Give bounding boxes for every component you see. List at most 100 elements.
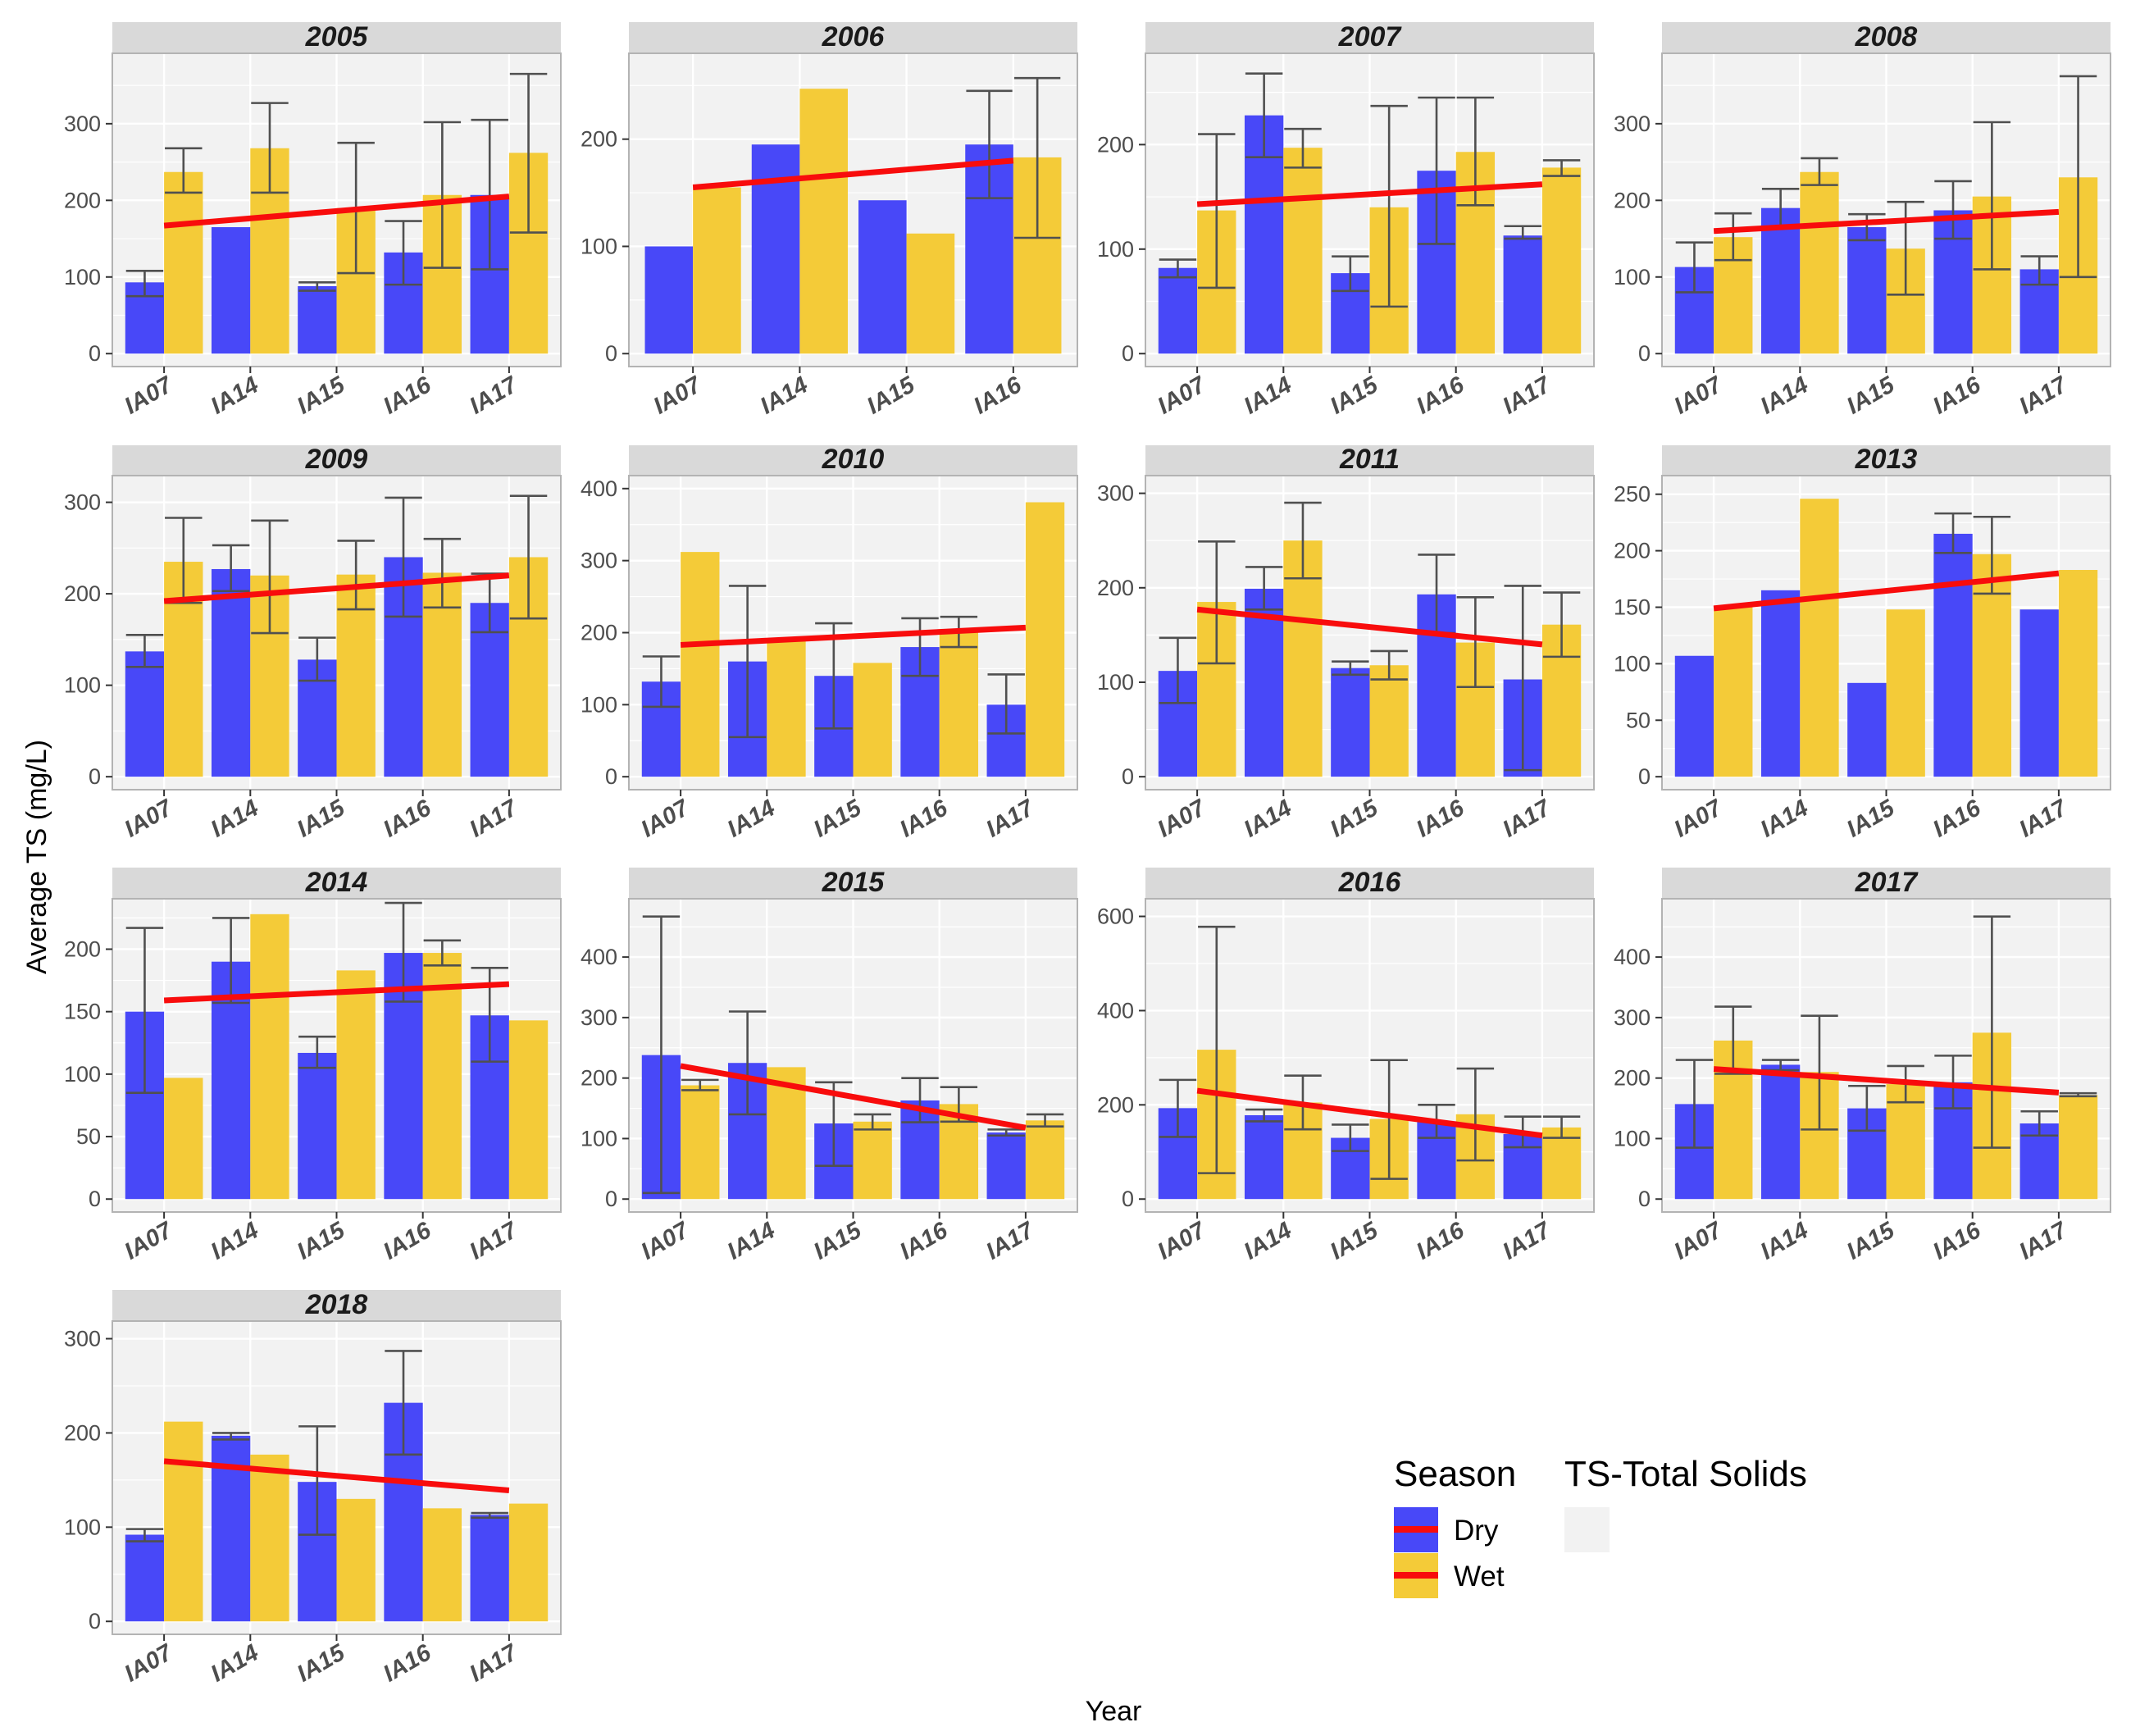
panel-2017-errorbar-dry-ia07 — [1675, 1059, 1714, 1149]
panel-2005-xtick-label-ia07: IA07 — [121, 371, 179, 419]
panel-2016-errorbar-dry-ia14 — [1245, 1108, 1283, 1123]
panel-2015-xtick-label-ia14: IA14 — [723, 1217, 780, 1264]
panel-2011: 2011 0 100 200 300 IA07 IA14 IA15 IA16 IA17 — [1097, 444, 1595, 843]
panel-2011-bar-wet-ia15 — [1369, 665, 1409, 777]
panel-2017-xtick-label-ia17: IA17 — [2015, 1216, 2073, 1264]
panel-2007-trend-line — [1196, 181, 1543, 207]
panel-2017-errorbar-wet-ia16 — [1973, 915, 2011, 1149]
panel-2010-bar-wet-ia15 — [853, 663, 892, 777]
panel-2015-bar-dry-ia17 — [986, 1132, 1026, 1200]
panel-2005-ytick-label: 100 — [64, 265, 101, 289]
panel-2017-errorbar-dry-ia17 — [2020, 1109, 2058, 1137]
legend-label-wet: Wet — [1454, 1561, 1505, 1592]
panel-2005-strip — [112, 22, 561, 53]
panel-2007-xtick-label-ia16: IA16 — [1412, 371, 1469, 420]
panel-2008-ytick-label: 100 — [1614, 265, 1651, 289]
panel-2018-bar-wet-ia16 — [422, 1508, 462, 1622]
panel-2018: 2018 0 100 200 300 IA07 IA14 IA15 IA16 IA17 — [64, 1289, 562, 1688]
panel-2010-ytick-label: 400 — [581, 476, 617, 501]
panel-2013-ytick-label: 150 — [1614, 595, 1651, 619]
panel-2009-ytick-label: 300 — [64, 490, 101, 515]
panel-2006-bar-wet-ia14 — [799, 89, 848, 354]
panel-2010-bar-wet-ia16 — [939, 632, 979, 777]
panel-2006-ytick-label: 100 — [581, 234, 617, 258]
panel-2014-errorbar-dry-ia16 — [385, 901, 422, 1003]
panel-2007-strip — [1145, 22, 1594, 53]
panel-2011-bar-wet-ia14 — [1283, 540, 1323, 777]
panel-2013-bar-dry-ia16 — [1933, 533, 1973, 777]
panel-2013-xtick-label-ia17: IA17 — [2015, 794, 2073, 842]
panel-2005-bar-dry-ia15 — [298, 285, 337, 354]
panel-2011-ytick-label: 200 — [1097, 576, 1134, 600]
panel-2016-bar-wet-ia17 — [1541, 1127, 1582, 1200]
panel-2016-xtick-label-ia17: IA17 — [1498, 1216, 1556, 1264]
panel-2013-bar-wet-ia17 — [2058, 570, 2098, 777]
panel-2007-ytick-label: 100 — [1097, 237, 1134, 262]
panel-2010-ytick-label: 0 — [605, 764, 617, 789]
panel-2005-trend-line — [163, 194, 510, 229]
panel-2013-strip — [1662, 445, 2111, 476]
panel-2011-errorbar-dry-ia17 — [1504, 585, 1541, 772]
panel-2015-errorbar-dry-ia16 — [901, 1077, 939, 1123]
panel-2016-errorbar-wet-ia07 — [1198, 925, 1236, 1174]
x-axis-title: Year — [1086, 1696, 1142, 1727]
panel-2014-ytick-label: 0 — [89, 1187, 101, 1211]
panel-2013-xtick-label-ia16: IA16 — [1928, 795, 1986, 843]
panel-2017-ytick-label: 200 — [1614, 1066, 1651, 1091]
panel-2011-xtick-label-ia16: IA16 — [1412, 795, 1469, 843]
panel-2006-ytick-label: 200 — [581, 127, 617, 152]
panel-2018-ytick-label: 300 — [64, 1327, 101, 1351]
panel-2008-bar-dry-ia14 — [1760, 207, 1801, 354]
panel-2007-errorbar-dry-ia14 — [1245, 72, 1283, 158]
panel-2007-xtick-label-ia07: IA07 — [1154, 371, 1212, 419]
panel-2011-title: 2011 — [1339, 444, 1400, 475]
panel-2009-errorbar-dry-ia07 — [125, 633, 164, 668]
panel-2005-xtick-label-ia17: IA17 — [465, 371, 523, 419]
panel-2016-errorbar-wet-ia16 — [1456, 1067, 1495, 1162]
panel-2015-errorbar-wet-ia07 — [681, 1078, 719, 1091]
panel-2006-strip — [629, 22, 1077, 53]
panel-2010-ytick-label: 200 — [581, 621, 617, 645]
panel-2016-strip — [1145, 868, 1594, 899]
panel-2011-xtick-label-ia14: IA14 — [1240, 795, 1296, 842]
panel-2005-errorbar-wet-ia17 — [509, 72, 548, 234]
panel-2013-ytick-label: 50 — [1626, 708, 1651, 732]
panel-2007: 2007 0 100 200 IA07 IA14 IA15 IA16 IA17 — [1097, 21, 1595, 420]
panel-2014-strip — [112, 868, 561, 899]
panel-2006-errorbar-wet-ia16 — [1014, 76, 1061, 239]
panel-2009-trend-line — [163, 572, 510, 604]
panel-2018-bar-dry-ia07 — [125, 1534, 165, 1622]
panel-2014-bar-wet-ia14 — [250, 914, 289, 1200]
panel-2010-errorbar-dry-ia17 — [987, 673, 1025, 735]
panel-2015-xtick-label-ia07: IA07 — [637, 1216, 695, 1264]
panel-2013-ytick-label: 200 — [1614, 539, 1651, 563]
panel-2007-xtick-label-ia14: IA14 — [1240, 371, 1296, 419]
panel-2006-bar-dry-ia14 — [751, 144, 800, 354]
panel-2009-errorbar-dry-ia15 — [298, 636, 336, 682]
panel-2013-ytick-label: 250 — [1614, 482, 1651, 507]
panel-2013: 2013 0 50 100 150 200 250 IA07 IA14 IA15 IA16 IA17 — [1614, 444, 2111, 843]
panel-2009-bar-dry-ia14 — [211, 568, 251, 777]
panel-2013-ytick-label: 0 — [1638, 764, 1651, 789]
panel-2007-errorbar-dry-ia07 — [1159, 258, 1197, 279]
panel-2018-errorbar-dry-ia15 — [298, 1425, 336, 1536]
panel-2007-errorbar-wet-ia07 — [1198, 133, 1236, 289]
panel-2010-xtick-label-ia14: IA14 — [723, 795, 780, 842]
panel-2016-errorbar-dry-ia07 — [1159, 1078, 1197, 1138]
panel-2014-errorbar-dry-ia07 — [125, 927, 164, 1095]
panel-2011-errorbar-wet-ia07 — [1198, 540, 1236, 665]
panel-2013-bar-wet-ia15 — [1886, 609, 1925, 777]
panel-2016-xtick-label-ia16: IA16 — [1412, 1217, 1469, 1265]
panel-2007-errorbar-dry-ia16 — [1418, 96, 1455, 245]
panel-2017-bar-dry-ia14 — [1760, 1064, 1801, 1200]
panel-2018-xtick-label-ia07: IA07 — [121, 1638, 179, 1687]
panel-2014-xtick-label-ia14: IA14 — [207, 1217, 263, 1264]
panel-2006-errorbar-dry-ia16 — [966, 89, 1013, 199]
panel-2009-bar-dry-ia07 — [125, 651, 165, 777]
panel-2017-title: 2017 — [1855, 867, 1919, 898]
panel-2005-xtick-label-ia16: IA16 — [379, 371, 436, 420]
panel-2008-errorbar-wet-ia16 — [1973, 121, 2011, 271]
panel-2016: 2016 0 200 400 600 IA07 IA14 IA15 IA16 IA17 — [1097, 867, 1595, 1265]
panel-2018-ytick-label: 100 — [64, 1515, 101, 1539]
panel-2011-xtick-label-ia07: IA07 — [1154, 794, 1212, 842]
